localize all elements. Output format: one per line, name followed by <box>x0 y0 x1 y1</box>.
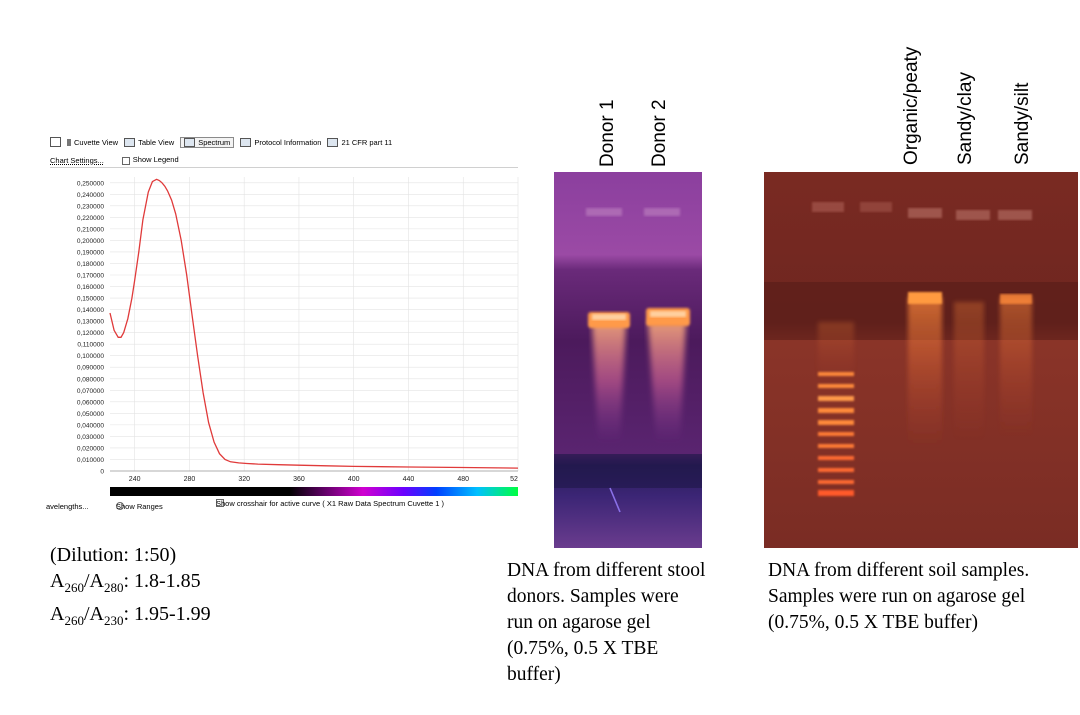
y-tick-label: 0,070000 <box>77 388 104 395</box>
y-tick-label: 0,030000 <box>77 434 104 441</box>
toolbar-window-icon[interactable] <box>50 137 61 147</box>
soil-gel-image <box>764 172 1078 548</box>
y-tick-label: 0,240000 <box>77 192 104 199</box>
tab-protocol-information[interactable]: Protocol Information <box>240 137 321 147</box>
y-tick-label: 0,090000 <box>77 365 104 372</box>
x-tick-label: 360 <box>293 476 305 483</box>
stool-gel-caption: DNA from different stool donors. Samples… <box>507 560 706 685</box>
y-tick-label: 0,140000 <box>77 307 104 314</box>
spectrum-chart: 0 0,010000 0,020000 0,030000 0,040000 0,05000… <box>77 177 519 496</box>
dilution-text: (Dilution: 1:50) <box>50 544 177 566</box>
y-tick-label: 0,170000 <box>77 273 104 280</box>
y-tick-label: 0,210000 <box>77 226 104 233</box>
spectrum-bottom-bar: avelengths... Show Ranges Show crosshair… <box>46 499 445 511</box>
checkbox-doc-icon <box>327 137 339 147</box>
lane-label-organic-peaty: Organic/peaty <box>901 46 922 165</box>
tab-spectrum[interactable]: Spectrum <box>180 136 235 148</box>
cuvette-icon <box>67 138 71 146</box>
tab-cfr-part-11[interactable]: 21 CFR part 11 <box>327 137 392 147</box>
wavelengths-button[interactable]: avelengths... <box>46 502 89 511</box>
radio-icon <box>116 502 124 510</box>
y-tick-label: 0,050000 <box>77 411 104 418</box>
tab-cuvette-view[interactable]: Cuvette View <box>67 138 118 147</box>
x-tick-label: 480 <box>457 476 469 483</box>
soil-gel-caption: DNA from different soil samples. Samples… <box>768 560 1030 633</box>
wavelength-color-bar <box>110 487 518 496</box>
chart-settings-button[interactable]: Chart Settings... <box>50 155 104 165</box>
x-tick-label: 52 <box>510 476 518 483</box>
tab-table-view[interactable]: Table View <box>124 137 174 147</box>
y-tick-label: 0,180000 <box>77 261 104 268</box>
lane-label-donor-1: Donor 1 <box>597 99 618 167</box>
y-tick-label: 0,100000 <box>77 353 104 360</box>
lane-label-sandy-silt: Sandy/silt <box>1012 82 1033 165</box>
y-tick-label: 0,200000 <box>77 238 104 245</box>
ratio-260-280: A260/A280: 1.8-1.85 <box>50 570 201 595</box>
y-tick-label: 0,230000 <box>77 203 104 210</box>
y-tick-label: 0,190000 <box>77 249 104 256</box>
ratio-260-230: A260/A230: 1.95-1.99 <box>50 603 211 628</box>
y-tick-label: 0,120000 <box>77 330 104 337</box>
lane-label-sandy-clay: Sandy/clay <box>955 72 976 165</box>
x-tick-label: 400 <box>348 476 360 483</box>
x-tick-label: 280 <box>184 476 196 483</box>
stool-gel-image <box>554 172 702 548</box>
y-tick-label: 0,110000 <box>77 342 104 349</box>
x-tick-label: 440 <box>403 476 415 483</box>
protocol-icon <box>240 137 252 147</box>
spectrum-icon <box>184 137 196 147</box>
checkbox-icon <box>121 156 130 165</box>
y-tick-label: 0,250000 <box>77 180 104 187</box>
y-tick-label: 0,020000 <box>77 445 104 452</box>
spectrum-screenshot: Cuvette View Table View Spectrum Protoco… <box>46 133 520 523</box>
y-tick-label: 0,080000 <box>77 376 104 383</box>
absorbance-curve <box>109 178 519 469</box>
spectrum-toolbar: Cuvette View Table View Spectrum Protoco… <box>50 133 518 151</box>
y-tick-label: 0,220000 <box>77 215 104 222</box>
show-legend-checkbox[interactable]: Show Legend <box>121 155 179 165</box>
y-tick-label: 0,150000 <box>77 296 104 303</box>
checkbox-icon <box>216 499 224 507</box>
y-tick-label: 0,010000 <box>77 457 104 464</box>
y-tick-label: 0 <box>100 469 104 476</box>
y-tick-label: 0,060000 <box>77 399 104 406</box>
chart-options-bar: Chart Settings... Show Legend <box>50 153 518 168</box>
x-tick-label: 240 <box>129 476 141 483</box>
y-tick-label: 0,160000 <box>77 284 104 291</box>
measurement-notes: (Dilution: 1:50) A260/A280: 1.8-1.85 A26… <box>50 542 211 634</box>
table-icon <box>124 137 136 147</box>
y-tick-label: 0,040000 <box>77 422 104 429</box>
y-tick-label: 0,130000 <box>77 319 104 326</box>
lane-label-donor-2: Donor 2 <box>649 99 670 167</box>
x-tick-label: 320 <box>238 476 250 483</box>
